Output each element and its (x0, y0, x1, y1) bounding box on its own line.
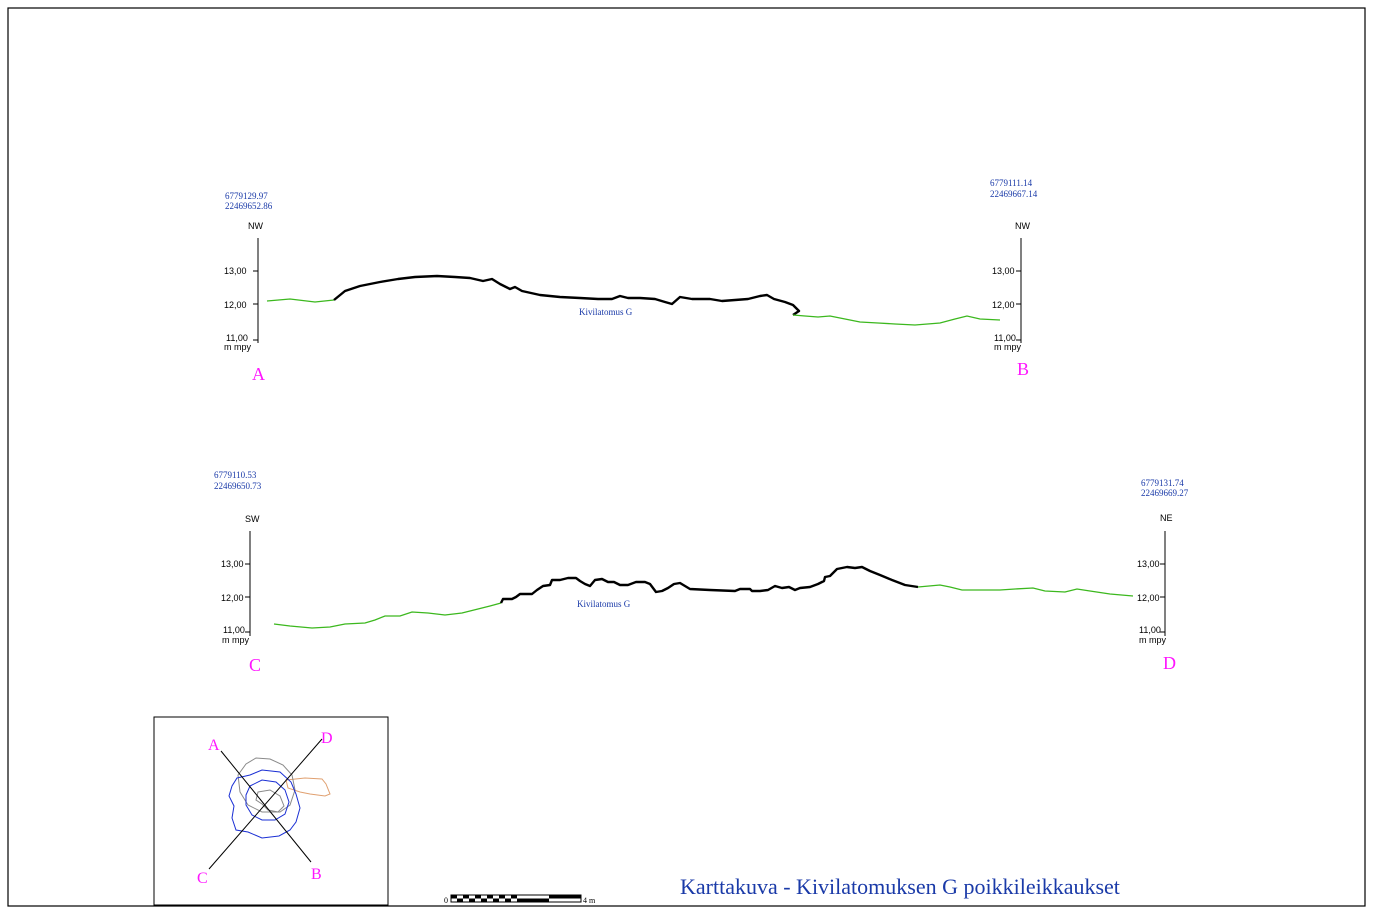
direction-label: NE (1160, 513, 1173, 523)
scale-segment (549, 895, 581, 899)
terrain-line-left (266, 298, 335, 303)
tick-label: 12,00 (221, 593, 244, 603)
outline-blue-outer (228, 769, 301, 839)
tick-label: 12,00 (1137, 593, 1160, 603)
scale-segment (493, 898, 499, 902)
key-map: A B C D (153, 716, 389, 906)
coord-start-north: 6779110.53 (214, 470, 257, 480)
direction-label: NW (248, 221, 263, 231)
scale-bar: 0 4 m (444, 894, 596, 905)
tick-label: 13,00 (1137, 559, 1160, 569)
tick-label: 11,00 (223, 625, 245, 635)
right-axis: NW 13,00 12,00 11,00 m mpy (992, 221, 1030, 352)
coord-start-east: 22469652.86 (225, 201, 273, 211)
scale-segment (487, 895, 493, 899)
scale-end-label: 4 m (583, 896, 596, 905)
unit-label: m mpy (224, 342, 252, 352)
tick-label: 13,00 (992, 266, 1015, 276)
coord-start-east: 22469650.73 (214, 481, 262, 491)
feature-label: Kivilatomus G (579, 307, 633, 317)
outline-blue-inner (245, 779, 290, 821)
section-line-a-b (220, 750, 312, 863)
point-label-start: C (249, 655, 261, 675)
point-label-end: B (1017, 359, 1029, 379)
outline-grey-inner (255, 789, 285, 813)
left-axis: NW 13,00 12,00 11,00 m mpy (224, 221, 263, 352)
profile-c-d: 6779110.53 22469650.73 6779131.74 224696… (214, 470, 1189, 675)
terrain-line-right (917, 584, 1134, 597)
key-label-b: B (311, 866, 322, 883)
scale-segment (517, 898, 549, 902)
unit-label: m mpy (994, 342, 1022, 352)
scale-segment (475, 895, 481, 899)
key-label-c: C (197, 870, 208, 887)
right-axis: NE 13,00 12,00 11,00 m mpy (1137, 513, 1173, 645)
tick-label: 12,00 (224, 300, 247, 310)
sheet-frame (7, 7, 1366, 907)
key-label-a: A (208, 737, 220, 754)
coord-end-east: 22469669.27 (1141, 488, 1189, 498)
scale-segment (469, 898, 475, 902)
outline-grey-outer (237, 757, 296, 813)
coord-start-north: 6779129.97 (225, 191, 268, 201)
coord-end-east: 22469667.14 (990, 189, 1038, 199)
scale-segment (457, 898, 463, 902)
section-line-c-d (208, 738, 323, 870)
unit-label: m mpy (222, 635, 250, 645)
tick-label: 13,00 (224, 266, 247, 276)
scale-segment (511, 895, 517, 899)
scale-start-label: 0 (444, 896, 448, 905)
tick-label: 11,00 (1139, 625, 1161, 635)
tick-label: 11,00 (994, 333, 1016, 343)
scale-segment (463, 895, 469, 899)
left-axis: SW 13,00 12,00 11,00 m mpy (221, 514, 260, 645)
coord-end-north: 6779131.74 (1141, 478, 1184, 488)
unit-label: m mpy (1139, 635, 1167, 645)
scale-segment (451, 895, 457, 899)
scale-segment (481, 898, 487, 902)
scale-segment (505, 898, 511, 902)
tick-label: 11,00 (226, 333, 248, 343)
terrain-line-left (273, 602, 502, 629)
key-label-d: D (321, 730, 333, 747)
tick-label: 12,00 (992, 300, 1015, 310)
tick-label: 13,00 (221, 559, 244, 569)
terrain-line-right (792, 314, 1001, 326)
point-label-start: A (252, 364, 265, 384)
scale-segment (499, 895, 505, 899)
point-label-end: D (1163, 653, 1176, 673)
stone-profile-line (499, 565, 919, 604)
feature-label: Kivilatomus G (577, 599, 631, 609)
profile-a-b: 6779129.97 22469652.86 6779111.14 224696… (224, 178, 1038, 384)
direction-label: NW (1015, 221, 1030, 231)
stone-profile-line (333, 274, 801, 316)
sheet-title: Karttakuva - Kivilatomuksen G poikkileik… (680, 874, 1120, 899)
coord-end-north: 6779111.14 (990, 178, 1033, 188)
direction-label: SW (245, 514, 260, 524)
